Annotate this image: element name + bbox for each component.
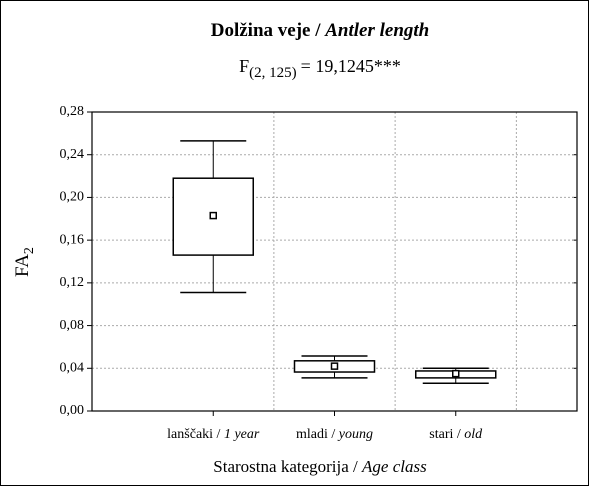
y-tick-label: 0,28 — [60, 104, 85, 119]
y-tick-label: 0,20 — [60, 190, 85, 205]
x-tick-label-part: lanščaki / — [167, 427, 220, 442]
x-tick-label: stari / old — [429, 427, 483, 442]
subtitle-part: F — [239, 56, 249, 76]
chart-title: Dolžina veje / Antler length — [211, 20, 430, 41]
y-label-part: 2 — [22, 247, 37, 254]
subtitle: F(2, 125) = 19,1245*** — [239, 56, 401, 81]
title-part: Antler length — [324, 20, 429, 41]
subtitle-part: (2, 125) — [249, 65, 297, 81]
y-tick-label: 0,08 — [60, 318, 85, 333]
subtitle-part: = 19,1245*** — [301, 56, 401, 76]
x-label-part: Starostna kategorija / — [213, 457, 358, 476]
x-tick-label-part: mladi / — [296, 427, 335, 442]
y-tick-label: 0,16 — [60, 232, 85, 247]
y-axis-label: FA2 — [12, 247, 37, 277]
y-tick-label: 0,12 — [60, 275, 85, 290]
y-label-part: FA — [12, 254, 33, 277]
mean-point — [330, 362, 339, 370]
x-tick-label: lanščaki / 1 year — [167, 427, 260, 442]
x-tick-label: mladi / young — [296, 427, 373, 442]
x-tick-label-part: young — [337, 427, 373, 442]
mean-point — [452, 369, 460, 378]
x-tick-label-part: old — [464, 427, 483, 442]
y-tick-label: 0,24 — [60, 147, 85, 162]
x-label-part: Age class — [361, 457, 427, 476]
title-part: Dolžina veje / — [211, 20, 321, 41]
mean-point — [209, 211, 217, 220]
x-tick-label-part: stari / — [429, 427, 461, 442]
x-tick-label-part: 1 year — [224, 427, 260, 442]
plot-frame — [91, 111, 578, 412]
y-tick-label: 0,00 — [60, 403, 85, 418]
y-tick-label: 0,04 — [60, 361, 85, 376]
x-axis-label: Starostna kategorija / Age class — [213, 457, 427, 476]
